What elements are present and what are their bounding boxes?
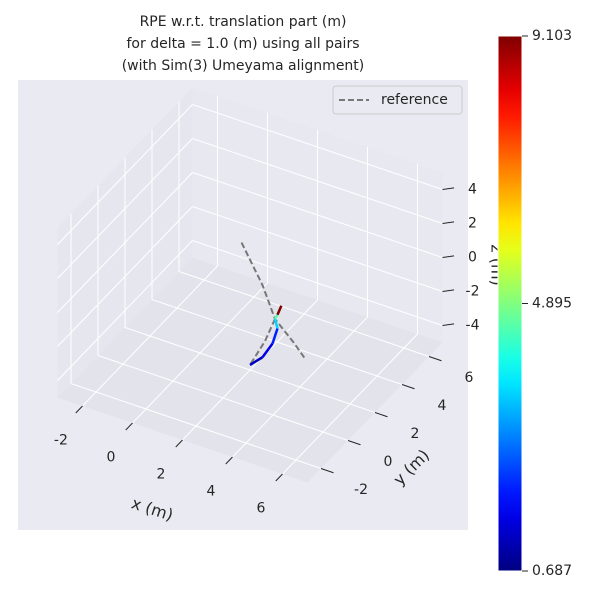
trajectory-segment xyxy=(276,305,283,316)
trajectory-segment xyxy=(273,314,279,320)
colorbar-tick-label: 9.103 xyxy=(532,28,572,44)
grid-line xyxy=(97,355,349,441)
tick-mark xyxy=(442,289,455,292)
tick-mark xyxy=(320,468,334,474)
grid-line xyxy=(192,240,443,326)
grid-line xyxy=(70,383,322,469)
z-tick-label: 4 xyxy=(468,182,477,198)
grid-line xyxy=(192,206,443,292)
tick-mark xyxy=(442,221,455,224)
x-tick-label: 2 xyxy=(156,466,165,482)
chart-title: RPE w.r.t. translation part (m) xyxy=(140,14,347,30)
tick-mark xyxy=(442,255,455,258)
y-tick-label: 2 xyxy=(411,426,420,442)
chart-title: (with Sim(3) Umeyama alignment) xyxy=(122,58,365,74)
z-tick-label: -2 xyxy=(466,284,480,300)
grid-line xyxy=(192,138,443,224)
grid-line xyxy=(192,104,443,190)
x-tick-label: 0 xyxy=(106,449,115,465)
y-tick-label: -2 xyxy=(354,482,368,498)
tick-mark xyxy=(442,187,455,190)
tick-mark xyxy=(442,323,455,326)
legend-box xyxy=(332,85,463,115)
x-tick-label: 4 xyxy=(206,483,215,499)
grid-line xyxy=(57,240,193,381)
trajectory-segment xyxy=(249,356,264,366)
z-tick-label: 0 xyxy=(468,250,477,266)
z-tick-label: 2 xyxy=(468,216,477,232)
tick-mark xyxy=(374,412,388,418)
y-tick-label: 6 xyxy=(465,370,474,386)
grid-line xyxy=(57,172,193,313)
tick-mark xyxy=(428,356,442,362)
tick-mark xyxy=(125,422,133,431)
y-tick-label: 4 xyxy=(438,398,447,414)
colorbar-tick-label: 0.687 xyxy=(532,563,572,579)
tick-mark xyxy=(175,439,183,448)
trajectory-segment xyxy=(271,327,279,345)
trajectory-segment xyxy=(273,318,279,329)
chart-title: for delta = 1.0 (m) using all pairs xyxy=(127,36,360,52)
grid-line xyxy=(57,206,193,347)
tick-mark xyxy=(401,384,415,390)
tick-mark xyxy=(275,473,283,482)
x-tick-label: -2 xyxy=(54,432,68,448)
grid-line xyxy=(57,138,193,279)
trajectory-segment xyxy=(261,342,274,358)
z-tick-label: -4 xyxy=(466,318,480,334)
y-tick-label: 0 xyxy=(384,454,393,470)
colorbar-tick-label: 4.895 xyxy=(532,296,572,312)
legend-label: reference xyxy=(381,92,448,108)
colorbar xyxy=(497,35,523,572)
grid-line xyxy=(57,104,193,245)
tick-mark xyxy=(347,440,361,446)
x-tick-label: 6 xyxy=(256,500,265,516)
grid-line xyxy=(124,327,376,413)
grid-line xyxy=(151,299,403,385)
tick-mark xyxy=(225,456,233,465)
tick-mark xyxy=(75,405,83,414)
grid-line xyxy=(192,172,443,258)
grid-line xyxy=(178,271,430,357)
